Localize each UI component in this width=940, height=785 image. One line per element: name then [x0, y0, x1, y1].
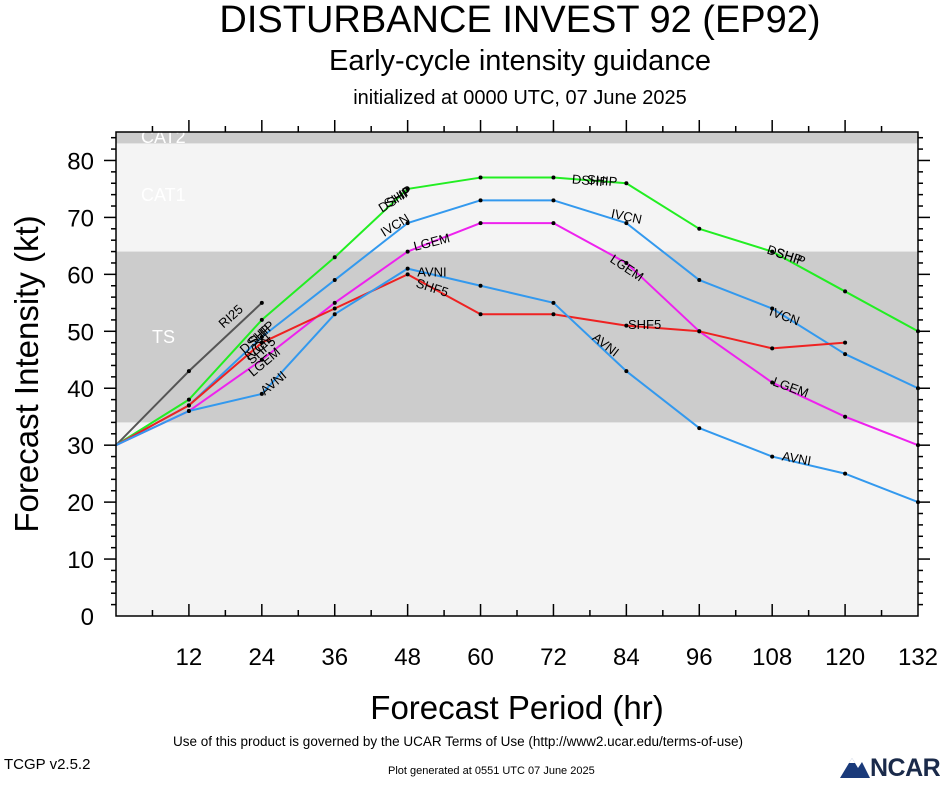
series-line-lgem: [115, 222, 919, 447]
data-point-shf5: [186, 403, 191, 408]
data-point-dshp: [697, 226, 702, 231]
data-point-ivcn: [551, 198, 556, 203]
series-label-ivcn: IVCN: [610, 206, 644, 227]
intensity-bands: TS CAT1 CAT2: [116, 127, 918, 616]
data-point-ivcn: [624, 221, 629, 226]
chart-initialized-time: initialized at 0000 UTC, 07 June 2025: [353, 87, 687, 109]
axes: 12 24 36 48 60 72 84 96 108 120 132 0 10 20 30 40 50 60 70…: [8, 120, 938, 726]
x-tick-label: 108: [752, 644, 792, 671]
data-point-shf5: [551, 312, 556, 317]
data-point-avni: [843, 471, 848, 476]
data-point-shf5: [697, 329, 702, 334]
ncar-logo-mark-icon: [840, 758, 870, 778]
band-label-ts: TS: [152, 327, 175, 347]
series-label-avni: AVNI: [417, 265, 446, 280]
data-point-lgem: [624, 260, 629, 265]
y-tick-label: 80: [67, 148, 94, 175]
y-tick-label: 70: [67, 205, 94, 232]
data-point-dshp: [186, 397, 191, 402]
data-point-ivcn: [332, 278, 337, 283]
data-point-ivcn: [259, 334, 264, 339]
data-point-dshp: [624, 181, 629, 186]
data-point-shf5: [478, 312, 483, 317]
data-point-ivcn: [843, 352, 848, 357]
band-label-cat2: CAT2: [141, 127, 186, 147]
x-tick-label: 72: [540, 644, 567, 671]
y-tick-label: 10: [67, 547, 94, 574]
data-point-lgem: [478, 221, 483, 226]
series-label-shf5: SHF5: [628, 317, 661, 332]
generated-timestamp: Plot generated at 0551 UTC 07 June 2025: [388, 765, 595, 777]
data-point-lgem: [405, 249, 410, 254]
series-line-avni: [115, 267, 919, 504]
model-lines: [115, 175, 920, 505]
x-tick-label: 24: [248, 644, 275, 671]
y-tick-label: 50: [67, 319, 94, 346]
data-point-shf5: [332, 306, 337, 311]
data-point-shf5: [770, 346, 775, 351]
series-label-avni: AVNI: [781, 448, 813, 468]
data-point-dshp: [405, 186, 410, 191]
x-tick-label: 60: [467, 644, 494, 671]
data-point-avni: [551, 300, 556, 305]
data-point-shf5: [405, 272, 410, 277]
x-tick-label: 120: [825, 644, 865, 671]
data-point-avni: [186, 409, 191, 414]
ncar-logo-text: NCAR: [870, 754, 940, 782]
data-point-lgem: [259, 357, 264, 362]
data-point-shf5: [259, 340, 264, 345]
data-point-lgem: [770, 380, 775, 385]
x-tick-label: 12: [176, 644, 203, 671]
data-point-avni: [478, 283, 483, 288]
y-tick-label: 30: [67, 433, 94, 460]
data-point-ivcn: [770, 306, 775, 311]
data-point-dshp: [478, 175, 483, 180]
data-point-avni: [259, 391, 264, 396]
data-point-ri25: [259, 300, 264, 305]
data-point-ivcn: [697, 278, 702, 283]
series-label-ship: SHIP: [586, 172, 618, 190]
version-label: TCGP v2.5.2: [4, 756, 91, 773]
x-axis-title: Forecast Period (hr): [370, 689, 663, 726]
band-cat2: [116, 132, 918, 144]
x-tick-label: 48: [394, 644, 421, 671]
data-point-dshp: [843, 289, 848, 294]
data-point-lgem: [332, 300, 337, 305]
chart-subtitle: Early-cycle intensity guidance: [328, 45, 711, 77]
y-tick-label: 40: [67, 376, 94, 403]
data-point-lgem: [843, 414, 848, 419]
x-tick-label: 96: [686, 644, 713, 671]
data-point-dshp: [259, 317, 264, 322]
y-tick-label: 0: [81, 604, 94, 631]
series-label-dshp: DSHP: [571, 171, 608, 189]
data-point-avni: [405, 266, 410, 271]
band-ts: [116, 251, 918, 423]
data-point-dshp: [551, 175, 556, 180]
data-point-ri25: [186, 369, 191, 374]
x-tick-label: 36: [321, 644, 348, 671]
data-point-avni: [624, 369, 629, 374]
y-axis-title: Forecast Intensity (kt): [8, 215, 45, 532]
x-tick-label: 84: [613, 644, 640, 671]
data-point-avni: [770, 454, 775, 459]
data-point-lgem: [551, 221, 556, 226]
y-tick-label: 60: [67, 262, 94, 289]
y-tick-label: 20: [67, 490, 94, 517]
data-point-dshp: [332, 255, 337, 260]
data-point-dshp: [770, 249, 775, 254]
ncar-logo: NCAR: [838, 752, 940, 782]
terms-of-use-notice: Use of this product is governed by the U…: [173, 734, 743, 749]
data-point-avni: [332, 312, 337, 317]
data-point-shf5: [843, 340, 848, 345]
data-point-avni: [697, 426, 702, 431]
x-tick-label: 132: [898, 644, 938, 671]
series-line-ivcn: [115, 199, 919, 447]
series-line-dshp: [115, 176, 919, 447]
data-point-ivcn: [478, 198, 483, 203]
chart-title: DISTURBANCE INVEST 92 (EP92): [219, 0, 821, 41]
band-label-cat1: CAT1: [141, 185, 186, 205]
data-point-shf5: [624, 323, 629, 328]
data-point-ivcn: [405, 221, 410, 226]
